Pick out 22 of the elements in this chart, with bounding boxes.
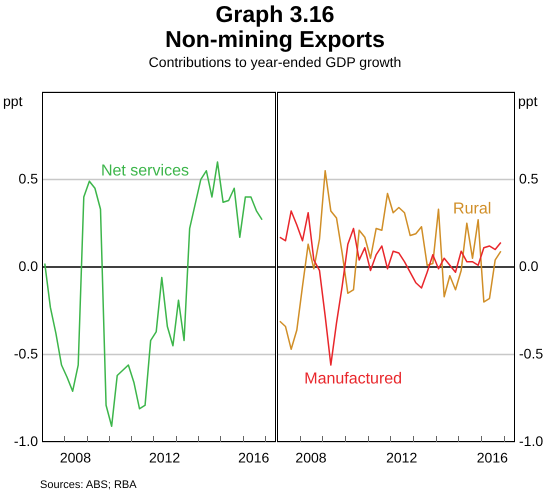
series-label: Manufactured [304, 370, 402, 388]
x-tick-label: 2008 [60, 449, 92, 466]
y-tick-label: -1.0 [14, 432, 38, 449]
x-tick-label: 2008 [295, 449, 327, 466]
series-label: Net services [100, 162, 189, 180]
x-tick-label: 2012 [386, 449, 418, 466]
x-tick-label: 2012 [148, 449, 180, 466]
y-tick-label: 0.5 [519, 170, 539, 186]
y-axis-title: ppt [3, 92, 23, 109]
x-tick-label: 2016 [238, 449, 270, 466]
x-tick-label: 2016 [476, 449, 508, 466]
y-tick-label: 0.5 [18, 170, 38, 186]
chart-title: Graph 3.16 Non-mining Exports [164, 1, 386, 52]
y-tick-label: -0.5 [519, 345, 544, 362]
y-tick-label: 0.0 [519, 258, 539, 274]
source-note: Sources: ABS; RBA [40, 479, 137, 491]
y-tick-label: 0.0 [18, 258, 38, 274]
y-tick-label: -0.5 [14, 345, 38, 362]
y-tick-label: -1.0 [519, 432, 544, 449]
series-label: Rural [453, 200, 492, 218]
y-axis-title: ppt [518, 92, 538, 109]
chart-subtitle: Contributions to year-ended GDP growth [148, 54, 402, 70]
